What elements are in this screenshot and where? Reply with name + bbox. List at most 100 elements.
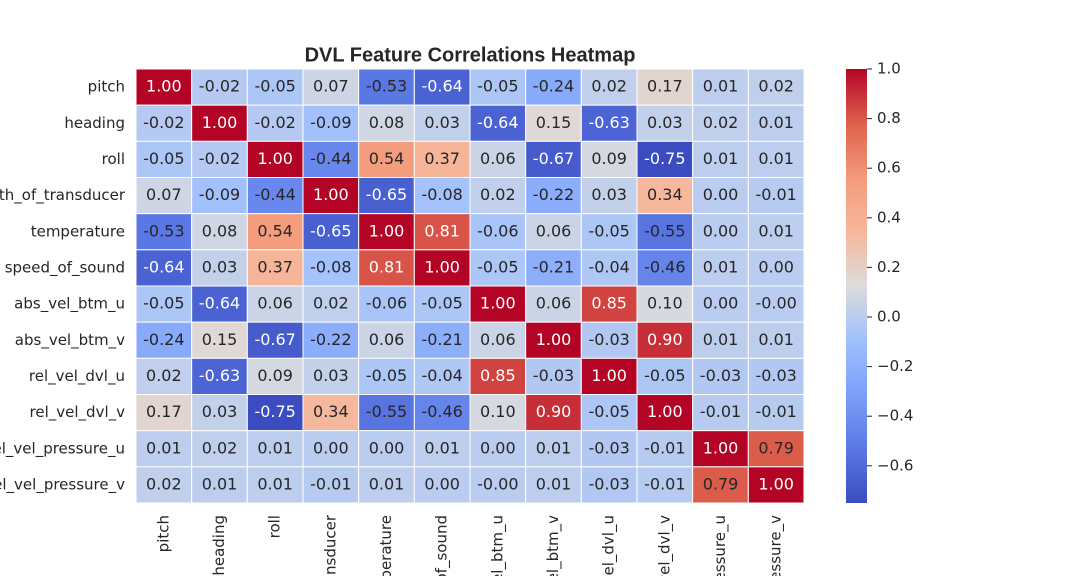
heatmap-cell [580, 249, 638, 287]
cell-label: 0.01 [536, 438, 572, 457]
heatmap-cell [580, 177, 638, 215]
cell-label: 0.09 [257, 366, 293, 385]
cell-label: 0.90 [647, 330, 683, 349]
heatmap-cell [135, 249, 193, 287]
heatmap-cell [469, 357, 527, 396]
cell-label: 0.54 [257, 221, 293, 240]
heatmap-cell [469, 249, 527, 287]
cell-label: -0.05 [477, 257, 518, 276]
heatmap-cell [636, 68, 694, 106]
cell-label: 0.01 [703, 77, 739, 96]
heatmap-cell [358, 213, 415, 251]
heatmap-cell [135, 430, 193, 468]
cell-label: 0.85 [480, 366, 516, 385]
heatmap-cell [525, 104, 582, 142]
heatmap-cell [469, 321, 527, 359]
cell-label: 0.01 [369, 474, 405, 493]
colorbar-tick-label: −0.4 [877, 407, 913, 425]
heatmap-cell [747, 466, 805, 504]
cell-label: 1.00 [257, 149, 293, 168]
heatmap-cell [135, 357, 193, 396]
heatmap-cell [302, 140, 360, 178]
heatmap-cell [358, 104, 415, 142]
y-tick-label: rel_vel_dvl_v [30, 403, 126, 422]
heatmap-cell [358, 466, 415, 504]
heatmap-cell [469, 394, 527, 432]
heatmap-cell [636, 177, 694, 215]
heatmap-cell [302, 357, 360, 396]
cell-label: 0.34 [647, 185, 683, 204]
heatmap-cell [747, 430, 805, 468]
heatmap-cell [246, 321, 304, 359]
cell-label: -0.02 [199, 149, 240, 168]
cell-label: -0.65 [366, 185, 407, 204]
cell-label: -0.22 [310, 330, 351, 349]
cell-label: 0.79 [758, 438, 794, 457]
cell-label: 1.00 [369, 221, 405, 240]
cell-label: 0.03 [424, 113, 460, 132]
heatmap-cell [747, 285, 805, 323]
cell-label: -0.05 [421, 294, 462, 313]
heatmap-cell [302, 285, 360, 323]
cell-label: 0.02 [480, 185, 516, 204]
cell-label: -0.24 [143, 330, 184, 349]
heatmap-cell [692, 466, 749, 504]
cell-label: 0.34 [313, 402, 349, 421]
cell-label: -0.03 [533, 366, 574, 385]
heatmap-cell [525, 249, 582, 287]
heatmap-cell [246, 466, 304, 504]
cell-label: -0.63 [588, 113, 629, 132]
cell-label: 1.00 [313, 185, 349, 204]
y-tick-label: heading [64, 114, 125, 132]
cell-label: -0.01 [310, 474, 351, 493]
heatmap-cell [191, 285, 248, 323]
cell-label: 0.00 [313, 438, 349, 457]
heatmap-cell [747, 68, 805, 106]
cell-label: -0.08 [421, 185, 462, 204]
y-tick-label: abs_vel_btm_v [15, 331, 125, 350]
heatmap-cell [692, 104, 749, 142]
cell-label: 0.01 [536, 474, 572, 493]
cell-label: 0.08 [369, 113, 405, 132]
cell-label: 0.01 [758, 330, 794, 349]
cell-label: -0.75 [254, 402, 295, 421]
cell-label: 1.00 [202, 113, 238, 132]
y-tick-label: pitch [88, 78, 125, 96]
cell-label: -0.53 [143, 221, 184, 240]
heatmap-cell [636, 394, 694, 432]
y-tick-label: abs_vel_btm_u [14, 295, 125, 314]
y-tick-label: roll [102, 150, 125, 168]
cell-label: 0.79 [703, 474, 739, 493]
heatmap-cell [692, 321, 749, 359]
heatmap-cell [413, 285, 471, 323]
cell-label: 0.01 [703, 257, 739, 276]
heatmap-cell [413, 357, 471, 396]
cell-label: 0.06 [480, 330, 516, 349]
cell-label: -0.01 [755, 185, 796, 204]
x-tick-label: speed_of_sound [433, 515, 452, 576]
y-tick-label: rel_vel_dvl_u [29, 367, 125, 386]
heatmap-cell [135, 68, 193, 106]
x-tick-label: abs_vel_btm_v [544, 515, 563, 576]
cell-label: -0.09 [310, 113, 351, 132]
heatmap-cell [525, 430, 582, 468]
heatmap-cell [747, 249, 805, 287]
cell-label: -0.04 [421, 366, 462, 385]
y-tick-label: rel_vel_pressure_v [0, 475, 125, 494]
heatmap-cell [191, 466, 248, 504]
heatmap-cell [413, 177, 471, 215]
cell-label: 0.01 [758, 221, 794, 240]
cell-label: 0.07 [313, 77, 349, 96]
heatmap-cell [246, 285, 304, 323]
cell-label: -0.65 [310, 221, 351, 240]
chart-title: DVL Feature Correlations Heatmap [305, 44, 636, 66]
cell-label: -0.01 [700, 402, 741, 421]
cell-label: 0.00 [424, 474, 460, 493]
cell-label: -0.63 [199, 366, 240, 385]
cell-label: -0.05 [143, 149, 184, 168]
cell-label: -0.09 [199, 185, 240, 204]
cell-label: 0.03 [591, 185, 627, 204]
cell-label: 1.00 [647, 402, 683, 421]
heatmap-cell [469, 466, 527, 504]
